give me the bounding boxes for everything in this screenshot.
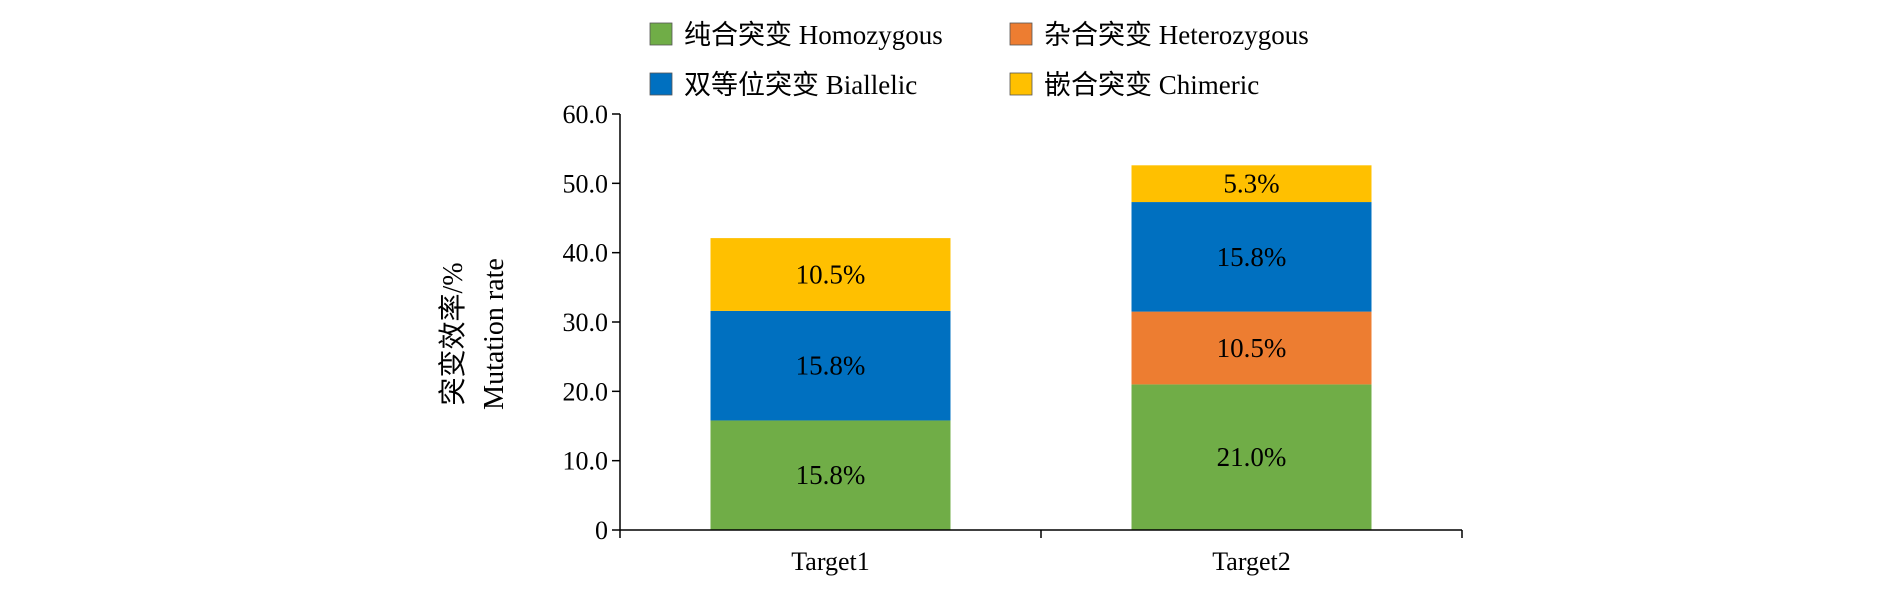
y-tick-label: 60.0 xyxy=(563,100,609,129)
data-label: 15.8% xyxy=(796,351,866,381)
bar-segment xyxy=(1131,202,1372,312)
y-tick-label: 20.0 xyxy=(563,377,609,406)
bars-layer: 15.8% 15.8% 10.5% 21.0% 10.5% 15.8% 5.3% xyxy=(710,165,1372,530)
data-label: 10.5% xyxy=(1217,333,1287,363)
y-axis-title-cn: 突变效率/% xyxy=(437,262,469,405)
y-axis-title-en: Mutation rate xyxy=(479,258,510,410)
bar-segment xyxy=(710,310,951,421)
y-axis-title: 突变效率/% Mutation rate xyxy=(437,258,510,410)
y-tick-label: 50.0 xyxy=(563,169,609,198)
bar-segment xyxy=(1131,384,1372,530)
x-tick-label: Target2 xyxy=(1212,547,1291,576)
legend-swatch xyxy=(649,72,673,96)
data-label: 21.0% xyxy=(1217,442,1287,472)
y-tick-label: 30.0 xyxy=(563,308,609,337)
y-tick-label: 40.0 xyxy=(563,239,609,268)
bar-segment xyxy=(1131,165,1372,203)
legend: 纯合突变 Homozygous 杂合突变 Heterozygous 双等位突变 Bi… xyxy=(649,20,1309,100)
legend-label: 双等位突变 Biallelic xyxy=(684,70,917,100)
y-tick-label: 0 xyxy=(595,516,608,545)
axes-layer: Target1 Target2 0 10.0 20.0 30.0 40.0 50.0 60.0 xyxy=(563,100,1463,576)
legend-label: 纯合突变 Homozygous xyxy=(684,20,943,50)
y-tick-label: 10.0 xyxy=(563,447,609,476)
legend-label: 杂合突变 Heterozygous xyxy=(1044,20,1309,50)
bar-segment xyxy=(1131,311,1372,385)
legend-label: 嵌合突变 Chimeric xyxy=(1044,70,1259,100)
legend-swatch xyxy=(649,22,673,46)
legend-swatch xyxy=(1009,22,1033,46)
data-label: 10.5% xyxy=(796,260,866,290)
data-label: 5.3% xyxy=(1223,169,1279,199)
legend-swatch xyxy=(1009,72,1033,96)
x-tick-label: Target1 xyxy=(791,547,870,576)
data-label: 15.8% xyxy=(796,460,866,490)
data-label: 15.8% xyxy=(1217,242,1287,272)
bar-segment xyxy=(710,420,951,530)
bar-segment xyxy=(710,238,951,311)
